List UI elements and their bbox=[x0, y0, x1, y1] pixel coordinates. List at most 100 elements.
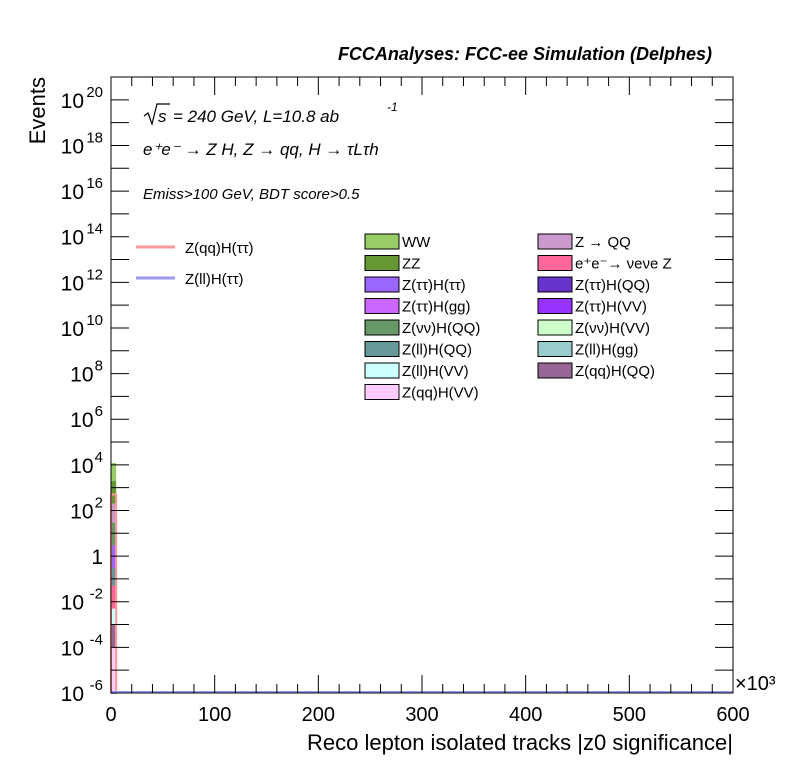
y-tick-label-exponent: -4 bbox=[90, 631, 103, 648]
legend-color-swatch bbox=[364, 319, 400, 336]
sqrt-symbol bbox=[143, 103, 170, 127]
sqrt-s-symbol: s bbox=[158, 107, 167, 126]
x-tick-label: 400 bbox=[509, 704, 542, 726]
y-tick-label: 10 8 bbox=[70, 358, 103, 387]
y-tick-label-exponent: 20 bbox=[86, 84, 103, 101]
legend-background-label: Z(ll)H(VV) bbox=[402, 363, 469, 380]
y-tick-label-exponent: 16 bbox=[86, 175, 103, 192]
y-tick-label-base: 10 bbox=[61, 227, 84, 250]
legend-background-label: Z(ττ)H(QQ) bbox=[575, 277, 650, 294]
legend-color-swatch bbox=[537, 319, 573, 336]
legend-signal-label: Z(ll)H(ττ) bbox=[185, 271, 244, 288]
y-tick-label-exponent: 18 bbox=[86, 129, 103, 146]
legend-color-swatch bbox=[364, 276, 400, 293]
stack-bar-segment bbox=[111, 522, 117, 546]
energy-lumi-label: s = 240 GeV, L=10.8 ab -1 bbox=[143, 100, 398, 127]
x-tick-label: 500 bbox=[613, 704, 646, 726]
chart-title: FCCAnalyses: FCC-ee Simulation (Delphes) bbox=[338, 44, 712, 64]
y-tick-label-base: 10 bbox=[70, 364, 93, 387]
legend-color-swatch bbox=[537, 276, 573, 293]
legend-color-swatch bbox=[364, 233, 400, 250]
y-tick-label: 10 16 bbox=[61, 175, 103, 204]
legend-color-swatch bbox=[537, 298, 573, 314]
stack-bar-segment bbox=[111, 545, 117, 569]
legend-color-swatch bbox=[537, 255, 573, 271]
y-tick-label-exponent: 12 bbox=[86, 266, 103, 283]
legend-background-label: Z(ττ)H(VV) bbox=[575, 299, 647, 316]
y-tick-label: 10 2 bbox=[70, 494, 103, 523]
stack-bar-segment bbox=[111, 463, 117, 481]
legend-background-label: Z(qq)H(QQ) bbox=[575, 363, 655, 380]
legend-color-swatch bbox=[537, 362, 573, 379]
stack-bar-segment bbox=[111, 624, 117, 648]
y-tick-label: 10 6 bbox=[70, 403, 103, 432]
stack-bar-segment bbox=[111, 568, 117, 586]
y-axis-label: Events bbox=[25, 77, 50, 144]
y-tick-label-base: 10 bbox=[70, 409, 93, 432]
legend-background-label: Z(νν)H(VV) bbox=[575, 320, 650, 337]
y-tick-label-base: 10 bbox=[61, 181, 84, 204]
y-tick-label-exponent: 10 bbox=[86, 312, 103, 329]
y-tick-label: 10 18 bbox=[61, 129, 103, 158]
y-tick-label-base: 10 bbox=[61, 135, 84, 158]
legend-color-swatch bbox=[364, 384, 400, 400]
legend-color-swatch bbox=[537, 233, 573, 250]
y-tick-label: 1 bbox=[91, 546, 103, 569]
process-label: e⁺e⁻ → Z H, Z → qq, H → τLτh bbox=[143, 140, 379, 159]
y-tick-label-exponent: 6 bbox=[95, 403, 103, 420]
legend-color-swatch bbox=[364, 341, 400, 357]
y-tick-label-base: 10 bbox=[61, 90, 84, 113]
legend-signal-label: Z(qq)H(ττ) bbox=[185, 240, 254, 257]
y-tick-label: 10 4 bbox=[70, 449, 103, 478]
y-tick-label: 10 14 bbox=[61, 221, 103, 250]
legend-color-swatch bbox=[364, 298, 400, 314]
y-tick-label: 10 12 bbox=[61, 266, 103, 295]
y-tick-label-base: 10 bbox=[70, 455, 93, 478]
y-tick-label: 10 10 bbox=[61, 312, 103, 341]
legend-color-swatch bbox=[364, 362, 400, 379]
legend-background-label: WW bbox=[402, 234, 431, 251]
stack-bar-segment bbox=[111, 503, 117, 523]
y-tick-label-exponent: 4 bbox=[95, 449, 103, 466]
y-tick-label-exponent: 2 bbox=[95, 494, 103, 511]
legend-background-label: Z(qq)H(VV) bbox=[402, 385, 479, 402]
legend-background-label: Z(ττ)H(gg) bbox=[402, 299, 471, 316]
y-tick-label-exponent: 14 bbox=[86, 221, 103, 238]
selection-label: Emiss>100 GeV, BDT score>0.5 bbox=[143, 186, 360, 203]
legend-background-label: Z(ll)H(QQ) bbox=[402, 342, 472, 359]
y-tick-label-base: 10 bbox=[61, 318, 84, 341]
y-tick-label-base: 10 bbox=[61, 637, 84, 660]
legend-background-label: ZZ bbox=[402, 256, 420, 273]
y-tick-label-exponent: -6 bbox=[90, 677, 103, 694]
legend-color-swatch bbox=[364, 255, 400, 271]
y-tick-label: 10 20 bbox=[61, 84, 103, 113]
y-tick-label: 10 -6 bbox=[61, 677, 103, 706]
y-tick-label-base: 10 bbox=[70, 500, 93, 523]
legend-color-swatch bbox=[537, 341, 573, 357]
y-tick-label-exponent: 8 bbox=[95, 358, 103, 375]
legend-background-label: e⁺e⁻→ νeνe Z bbox=[575, 256, 672, 273]
y-tick-label: 10 -4 bbox=[61, 631, 103, 660]
x-tick-label: 300 bbox=[405, 704, 438, 726]
stack-bar-segment bbox=[111, 480, 117, 504]
x-tick-label: 0 bbox=[105, 704, 116, 726]
x-axis-label: Reco lepton isolated tracks |z0 signific… bbox=[307, 730, 733, 755]
lumi-exponent: -1 bbox=[387, 100, 398, 114]
stack-bar-segment bbox=[111, 585, 117, 609]
legend-background-label: Z → QQ bbox=[575, 234, 631, 251]
energy-lumi-text: = 240 GeV, L=10.8 ab bbox=[173, 107, 339, 126]
y-tick-label-base: 10 bbox=[61, 592, 84, 615]
legend-background-label: Z(ττ)H(ττ) bbox=[402, 277, 466, 294]
y-tick-label-base: 10 bbox=[61, 272, 84, 295]
x-tick-label: 100 bbox=[198, 704, 231, 726]
y-tick-label-base: 10 bbox=[61, 683, 84, 706]
x-tick-label: 600 bbox=[716, 704, 749, 726]
x-tick-label: 200 bbox=[302, 704, 335, 726]
y-tick-label: 10 -2 bbox=[61, 586, 103, 615]
stack-bar-segment bbox=[111, 608, 117, 625]
x-axis-multiplier: ×10³ bbox=[735, 673, 776, 695]
legend-background-label: Z(ll)H(gg) bbox=[575, 342, 638, 359]
legend-background-label: Z(νν)H(QQ) bbox=[402, 320, 480, 337]
y-tick-label-exponent: -2 bbox=[90, 586, 103, 603]
